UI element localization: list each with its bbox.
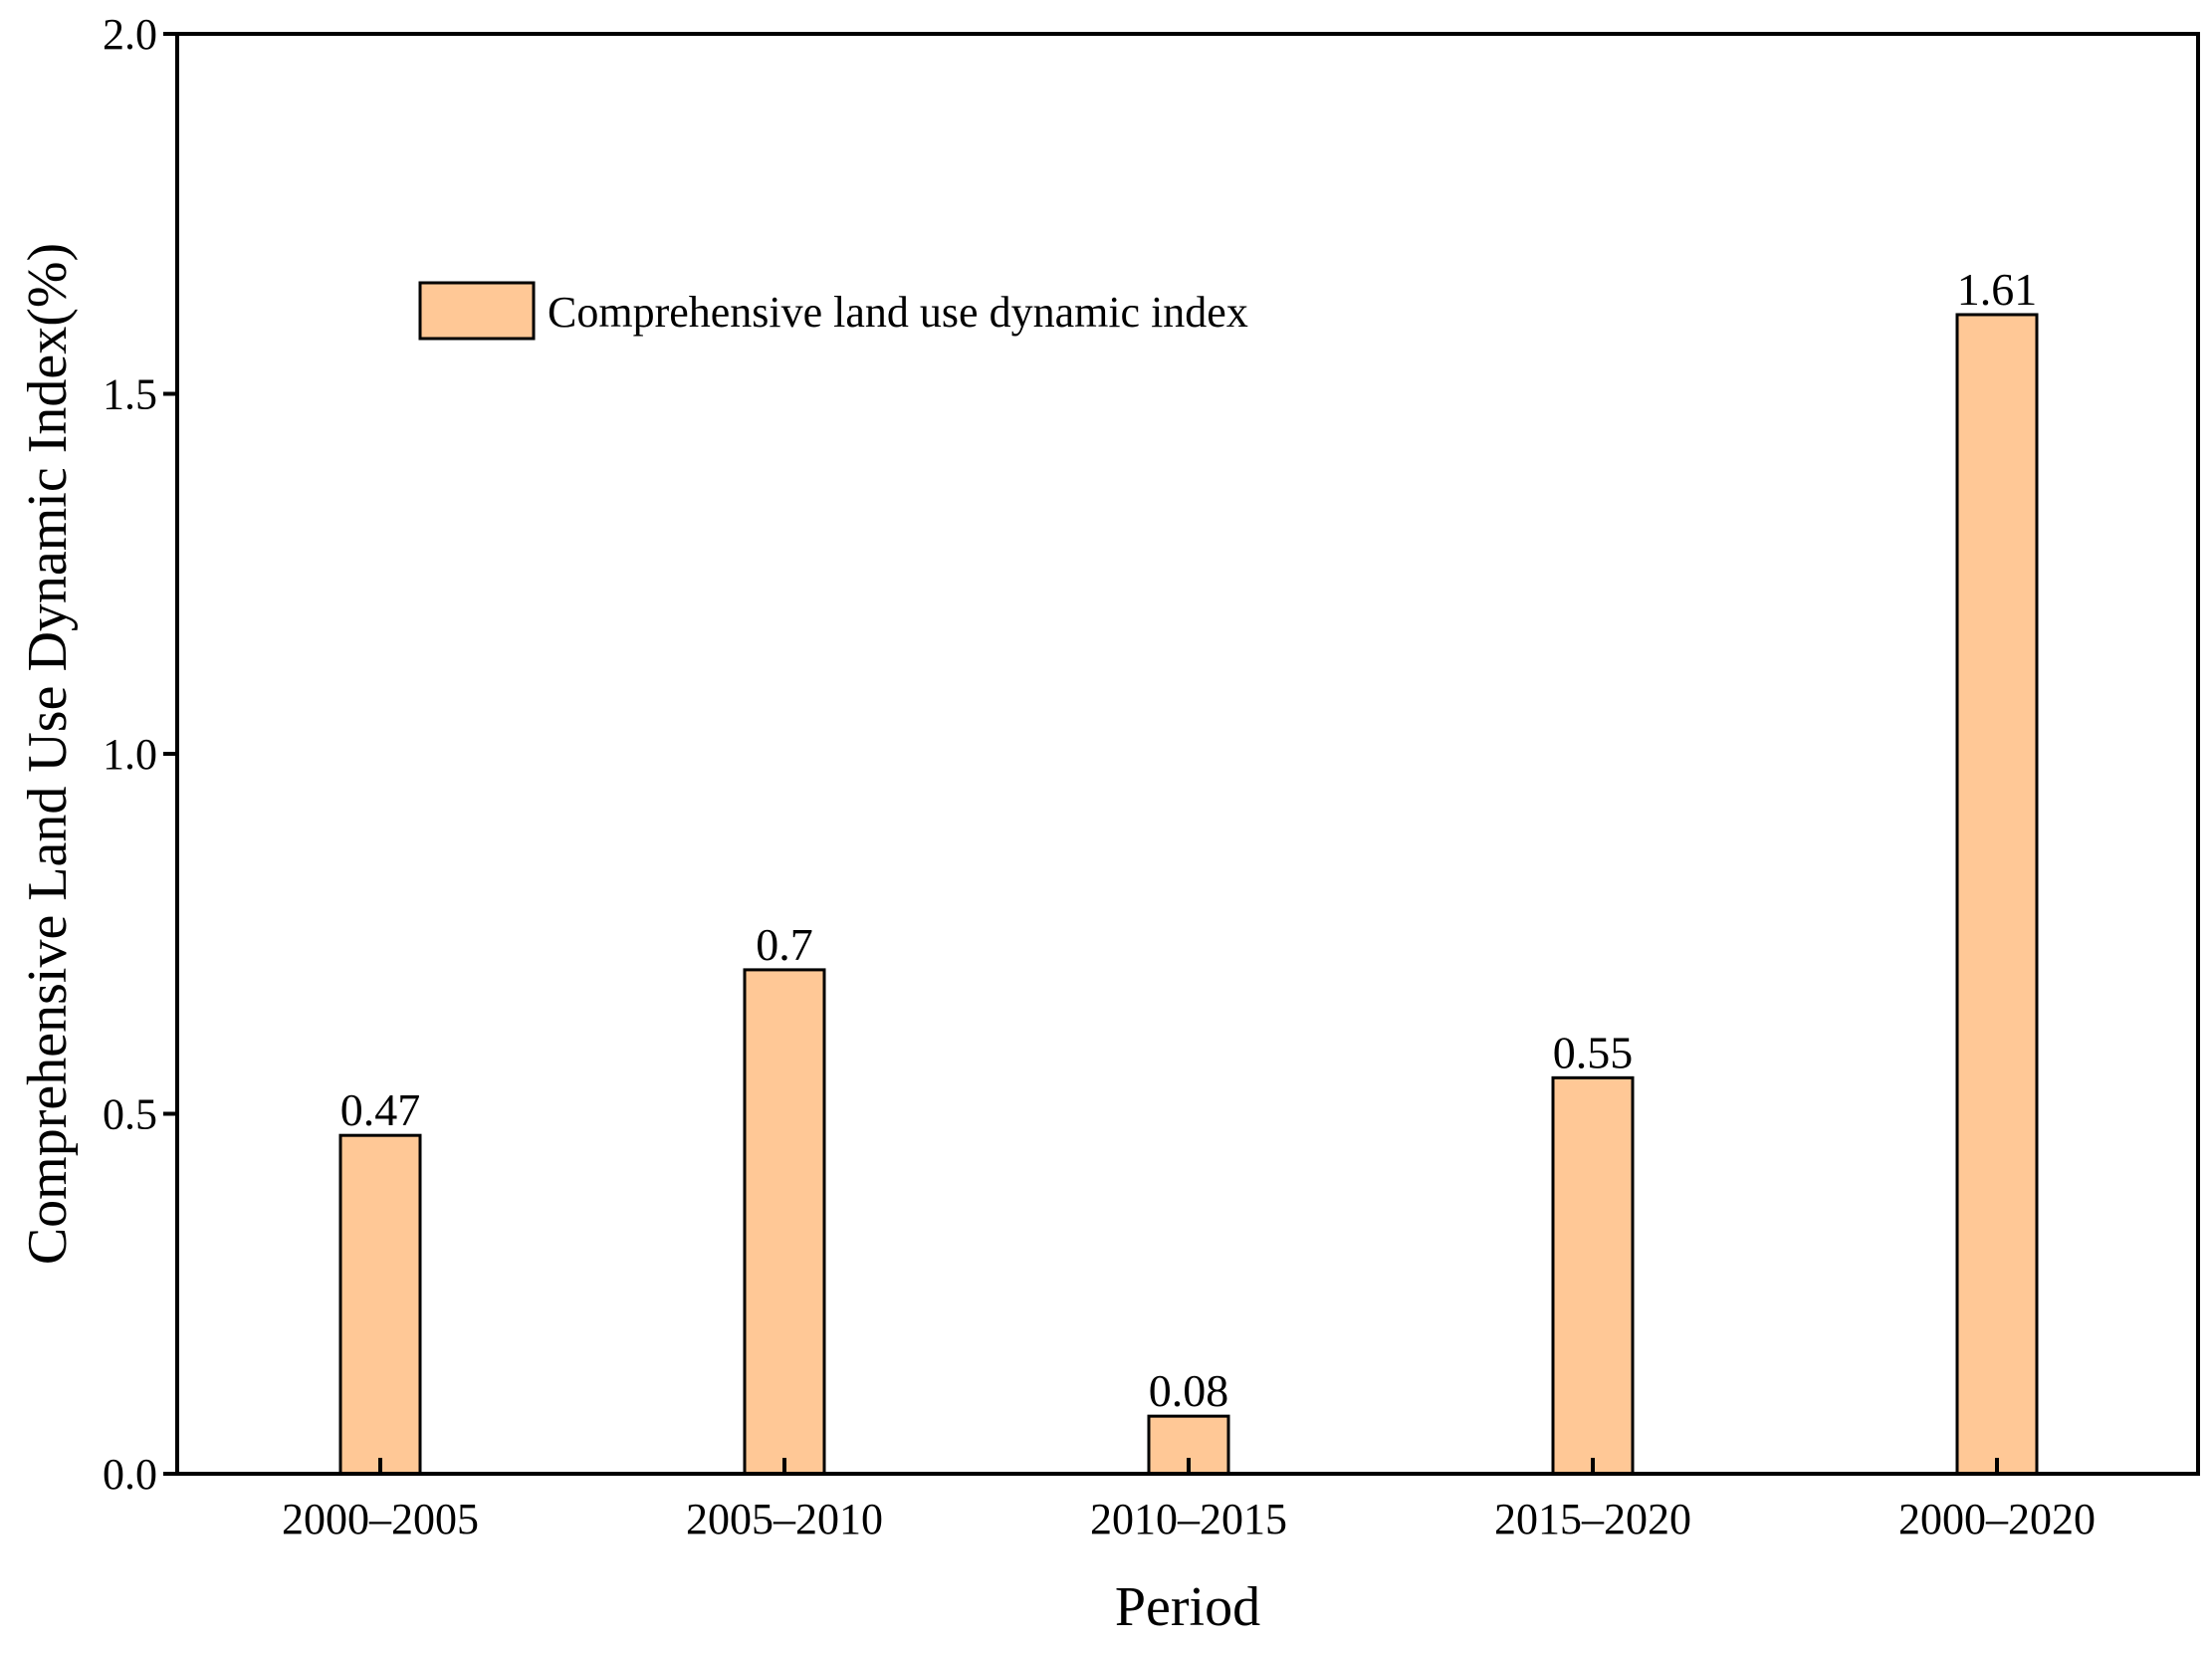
y-tick-label: 1.5 (103, 370, 157, 419)
bars-layer (338, 313, 2039, 1476)
x-tick-label: 2010–2015 (1090, 1495, 1287, 1543)
y-tick-label: 0.5 (103, 1090, 157, 1139)
bar (743, 968, 826, 1476)
x-tick-label: 2000–2020 (1898, 1495, 2096, 1543)
labels-layer: 0.47 2000–2005 0.7 2005–2010 0.08 2010–2015 0.… (103, 10, 2096, 1543)
y-tick-label: 2.0 (103, 10, 157, 59)
legend-label: Comprehensive land use dynamic index (548, 288, 1248, 337)
y-axis-title: Comprehensive Land Use Dynamic Index(%) (17, 243, 79, 1265)
ticks-layer (163, 32, 1999, 1476)
axes-layer (175, 32, 2200, 1476)
legend-swatch (418, 281, 536, 341)
x-tick-label: 2000–2005 (282, 1495, 479, 1543)
plot-frame (175, 32, 2200, 1476)
y-tick-label: 1.0 (103, 730, 157, 779)
x-axis-title: Period (1115, 1576, 1260, 1638)
bar-value-label: 0.7 (756, 919, 813, 970)
bar-value-label: 0.47 (340, 1084, 421, 1135)
bar-value-label: 0.55 (1553, 1027, 1634, 1077)
bar-value-label: 1.61 (1957, 264, 2038, 315)
bar (1955, 313, 2039, 1476)
bar (338, 1133, 422, 1476)
x-tick-label: 2005–2010 (686, 1495, 883, 1543)
bar (1551, 1075, 1635, 1476)
legend: Comprehensive land use dynamic index (418, 281, 1248, 341)
bar-value-label: 0.08 (1149, 1365, 1229, 1416)
x-tick-label: 2015–2020 (1494, 1495, 1691, 1543)
y-tick-label: 0.0 (103, 1450, 157, 1499)
